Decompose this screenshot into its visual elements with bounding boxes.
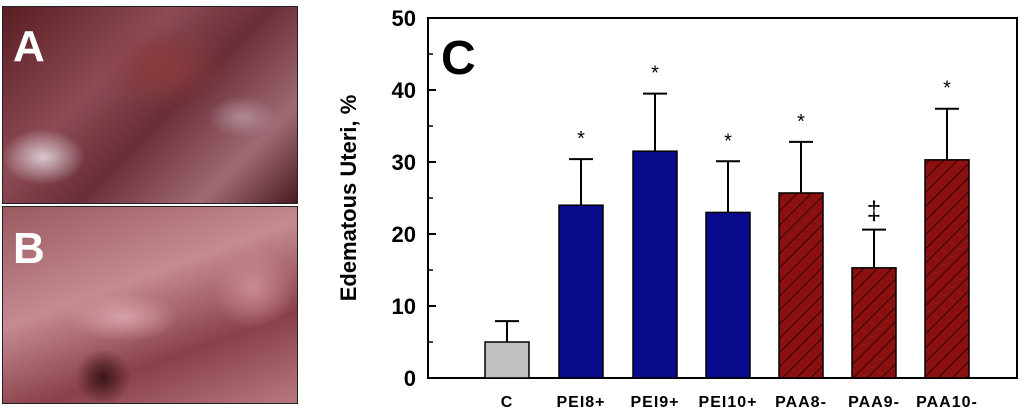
x-tick-label: PEI10+ <box>699 394 758 411</box>
x-tick-label: PEI8+ <box>556 394 605 411</box>
significance-marker: * <box>797 111 805 133</box>
x-tick-label: C <box>501 394 514 411</box>
significance-marker: ‡ <box>867 196 881 226</box>
bar-paa10- <box>924 159 970 379</box>
panel-label-c: C <box>441 32 476 85</box>
panel-label-b: B <box>13 224 45 273</box>
bar-pei9+ <box>632 150 678 379</box>
y-tick-label: 0 <box>404 366 416 391</box>
photo-panel-b: B <box>2 206 298 404</box>
y-tick-label: 40 <box>392 78 416 103</box>
significance-marker: * <box>724 130 732 152</box>
x-tick-label: PAA10- <box>916 394 978 411</box>
bar-c <box>484 341 530 379</box>
y-tick-label: 10 <box>392 294 416 319</box>
bar-pei8+ <box>558 204 604 379</box>
bar-paa8- <box>778 192 824 379</box>
x-tick-label: PAA9- <box>848 394 900 411</box>
y-axis-label: Edematous Uteri, % <box>336 95 361 302</box>
x-tick-label: PAA8- <box>775 394 827 411</box>
photo-panel-a: A <box>2 6 298 204</box>
bar-paa9- <box>851 267 897 379</box>
y-tick-label: 50 <box>392 6 416 31</box>
y-tick-label: 20 <box>392 222 416 247</box>
panel-label-a: A <box>13 22 45 71</box>
bar-pei10+ <box>705 211 751 379</box>
significance-marker: * <box>651 63 659 85</box>
y-tick-label: 30 <box>392 150 416 175</box>
x-tick-label: PEI9+ <box>630 394 679 411</box>
significance-marker: * <box>943 78 951 100</box>
significance-marker: * <box>577 128 585 150</box>
